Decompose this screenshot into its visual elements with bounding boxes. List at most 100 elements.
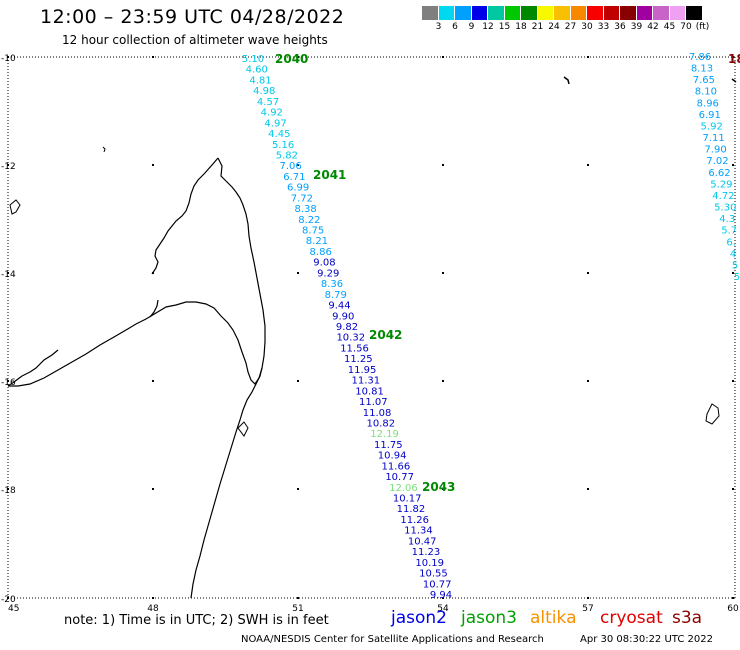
grid-dot <box>7 597 9 599</box>
island-small-1 <box>237 421 249 437</box>
wave-height-value: 6.62 <box>708 168 730 179</box>
color-swatch-8 <box>554 6 571 20</box>
grid-dot <box>7 164 9 166</box>
color-swatch-16 <box>686 6 703 20</box>
color-scale-tick: 33 <box>597 22 610 32</box>
wave-height-value: 4.81 <box>249 75 271 86</box>
track-number-label: 2040 <box>275 52 308 66</box>
map-subtitle: 12 hour collection of altimeter wave hei… <box>62 33 328 47</box>
wave-height-value: 5 <box>732 260 738 271</box>
color-scale-tick: 9 <box>468 22 475 32</box>
grid-dot <box>442 56 444 58</box>
tromelin-mark <box>563 76 570 85</box>
satellite-jason2-label: jason2 <box>391 608 447 628</box>
wave-height-value: 4.97 <box>264 118 286 129</box>
wave-height-value: 11.56 <box>340 343 369 354</box>
wave-height-value: 8.38 <box>295 204 317 215</box>
color-scale-tick: 12 <box>482 22 494 32</box>
wave-height-value: 7.06 <box>279 161 301 172</box>
wave-height-value: 5.92 <box>701 121 723 132</box>
color-scale-tick: 70 <box>680 22 692 32</box>
madagascar-north <box>151 157 219 275</box>
color-swatch-10 <box>587 6 604 20</box>
color-swatch-7 <box>537 6 554 20</box>
grid-dot <box>587 380 589 382</box>
longitude-label: 54 <box>437 604 449 614</box>
grid-dot <box>297 380 299 382</box>
wave-height-value: 4.60 <box>246 65 268 76</box>
latitude-label: -10 <box>1 54 16 64</box>
wave-height-value: 8.75 <box>302 226 324 237</box>
grid-dot <box>7 56 9 58</box>
color-swatch-3 <box>471 6 488 20</box>
wave-height-value: 9.82 <box>336 322 358 333</box>
color-scale-tick: 24 <box>548 22 560 32</box>
wave-height-value: 5.29 <box>710 179 732 190</box>
wave-height-value: 5.30 <box>714 203 736 214</box>
color-scale-tick: 3 <box>435 22 442 32</box>
grid-dot <box>587 597 589 599</box>
grid-dot <box>7 380 9 382</box>
agalega-mark <box>731 78 737 83</box>
color-scale-tick: 45 <box>663 22 676 32</box>
wave-height-value: 8.10 <box>695 87 717 98</box>
grid-dot <box>442 597 444 599</box>
longitude-label: 57 <box>582 604 593 614</box>
wave-height-value: 11.25 <box>344 354 373 365</box>
latitude-label: -16 <box>1 378 16 388</box>
wave-height-value: 12.06 <box>389 483 418 494</box>
grid-dot <box>442 488 444 490</box>
grid-dot <box>442 380 444 382</box>
grid-dot <box>732 272 734 274</box>
wave-height-value: 11.34 <box>404 526 433 537</box>
legend-note: note: 1) Time is in UTC; 2) SWH is in fe… <box>64 613 329 628</box>
wave-height-value: 7.65 <box>693 75 715 86</box>
grid-dot <box>297 597 299 599</box>
grid-dot <box>152 488 154 490</box>
wave-height-value: 6.71 <box>283 172 305 183</box>
wave-height-value: 10.47 <box>408 536 437 547</box>
wave-height-value: 9.29 <box>317 268 339 279</box>
color-scale-bar <box>422 6 703 20</box>
longitude-labels: 45 48 51 54 57 60 <box>8 604 739 614</box>
color-scale-tick: 30 <box>581 22 593 32</box>
wave-height-value: 8.36 <box>321 279 343 290</box>
island-nosy-be <box>9 199 21 215</box>
wave-height-value: 5 <box>734 272 740 283</box>
grid-dots <box>7 56 734 599</box>
color-scale-tick: (ft) <box>695 22 710 32</box>
grid-dot <box>152 597 154 599</box>
altimeter-track-main: 5.104.604.814.984.574.924.974.455.165.82… <box>242 54 452 601</box>
wave-height-value: 11.75 <box>374 440 403 451</box>
wave-height-value: 6. <box>726 237 736 248</box>
wave-height-value: 10.17 <box>393 494 422 505</box>
grid-dot <box>297 164 299 166</box>
grid-dot <box>587 56 589 58</box>
wave-height-value: 10.82 <box>367 418 396 429</box>
wave-height-value: 7.72 <box>291 193 313 204</box>
wave-height-value: 7.90 <box>704 145 726 156</box>
wave-height-value: 7.02 <box>706 156 728 167</box>
color-swatch-13 <box>636 6 653 20</box>
wave-height-value: 9.90 <box>332 311 354 322</box>
grid-dot <box>152 164 154 166</box>
latitude-label: -20 <box>1 595 16 605</box>
track-number-label: 18 <box>728 52 740 66</box>
wave-height-value: 5.16 <box>272 140 294 151</box>
grid-dot <box>442 272 444 274</box>
color-scale-tick: 39 <box>630 22 643 32</box>
color-scale-tick: 42 <box>647 22 659 32</box>
reunion-island <box>705 403 720 425</box>
grid-dot <box>732 56 734 58</box>
footer-timestamp: Apr 30 08:30:22 UTC 2022 <box>580 634 713 645</box>
wave-height-value: 10.32 <box>336 333 365 344</box>
color-scale-tick: 36 <box>614 22 626 32</box>
longitude-label: 51 <box>292 604 303 614</box>
wave-height-value: 11.31 <box>351 376 380 387</box>
wave-height-value: 5.82 <box>276 150 298 161</box>
grid-dot <box>152 56 154 58</box>
map-title: 12:00 – 23:59 UTC 04/28/2022 <box>40 6 345 28</box>
color-swatch-11 <box>603 6 620 20</box>
wave-height-value: 7.86 <box>689 52 711 63</box>
